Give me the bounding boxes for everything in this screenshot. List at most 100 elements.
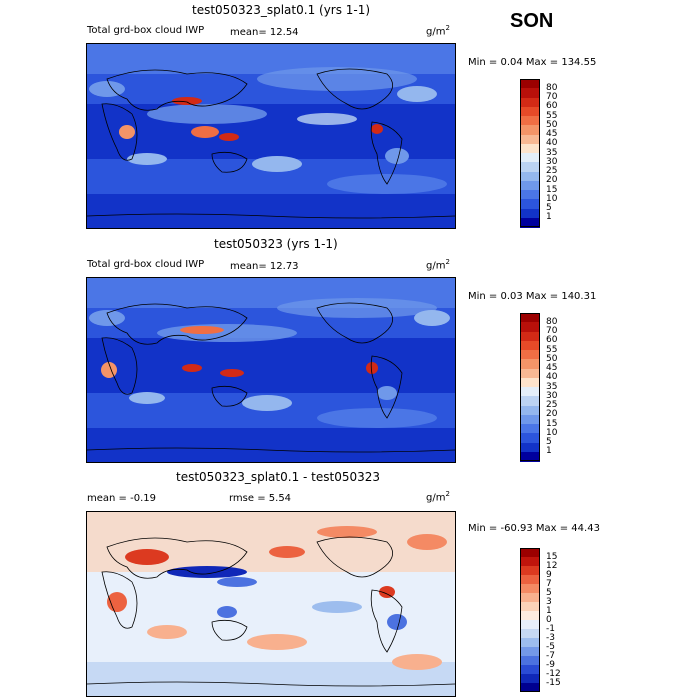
- panel-1-unit: g/m2: [426, 24, 450, 38]
- panel-2-mean: mean= 12.73: [230, 261, 299, 272]
- colorbar-tick-label: 35: [546, 381, 558, 392]
- panel-2-map: [86, 277, 456, 463]
- colorbar-swatch: [520, 611, 540, 620]
- colorbar-swatch: [520, 451, 540, 462]
- panel-3-map-plot: [87, 512, 455, 696]
- colorbar-tick-label: 80: [546, 316, 558, 327]
- colorbar-tick-label: 45: [546, 363, 558, 373]
- colorbar-swatch: [520, 350, 540, 360]
- colorbar-tick-label: 50: [546, 353, 558, 364]
- colorbar-tick-label: 9: [546, 569, 552, 580]
- colorbar-tick-label: 1: [546, 212, 552, 223]
- panel-1-subtitle: Total grd-box cloud IWP: [87, 25, 205, 36]
- colorbar-swatch: [520, 331, 540, 342]
- colorbar-swatch: [520, 674, 540, 683]
- colorbar-tick-label: 25: [546, 166, 558, 176]
- colorbar-tick-label: -12: [546, 668, 561, 679]
- colorbar-tick-label: 15: [546, 184, 558, 195]
- colorbar-swatch: [520, 180, 540, 191]
- colorbar-swatch: [520, 322, 540, 333]
- colorbar-swatch: [520, 171, 540, 182]
- colorbar-tick-label: 55: [546, 110, 558, 121]
- panel-1-mean: mean= 12.54: [230, 27, 299, 38]
- colorbar-tick-label: 1: [546, 446, 552, 457]
- colorbar-swatch: [520, 584, 540, 593]
- panel-1-colorbar: 80 70 60 55 50 45 40 35 30 25 20 15 10 5 1: [520, 79, 600, 228]
- colorbar-swatch: [520, 377, 540, 388]
- colorbar-swatch: [520, 208, 540, 219]
- panel-1-map-plot: [87, 44, 455, 228]
- colorbar-swatch: [520, 387, 540, 397]
- colorbar-swatch: [520, 143, 540, 154]
- colorbar-tick-label: 55: [546, 344, 558, 355]
- colorbar-tick-label: 7: [546, 578, 552, 589]
- colorbar-tick-label: 40: [546, 138, 558, 149]
- colorbar-tick-label: 70: [546, 326, 558, 336]
- colorbar-swatch: [520, 442, 540, 453]
- colorbar-swatch: [520, 153, 540, 163]
- colorbar-tick-label: 25: [546, 400, 558, 410]
- panel-3-mean: mean = -0.19: [87, 493, 156, 504]
- colorbar-swatch: [520, 656, 540, 665]
- colorbar-swatch: [520, 566, 540, 575]
- colorbar-tick-label: 12: [546, 560, 558, 571]
- season-label: SON: [510, 10, 554, 32]
- colorbar-swatch: [520, 217, 540, 228]
- colorbar-tick-label: 15: [546, 418, 558, 429]
- colorbar-swatch: [520, 134, 540, 145]
- panel-3-unit: g/m2: [426, 490, 450, 504]
- colorbar-swatch: [520, 368, 540, 379]
- colorbar-tick-label: 1: [546, 605, 552, 616]
- colorbar-tick-label: -7: [546, 650, 555, 661]
- colorbar-tick-label: 5: [546, 587, 552, 598]
- colorbar-tick-label: 15: [546, 551, 558, 562]
- panel-2-subtitle: Total grd-box cloud IWP: [87, 259, 205, 270]
- colorbar-swatch: [520, 162, 540, 173]
- colorbar-tick-label: 80: [546, 82, 558, 93]
- panel-3-min-max: Min = -60.93 Max = 44.43: [468, 523, 600, 534]
- colorbar-swatch: [520, 88, 540, 99]
- colorbar-tick-label: 20: [546, 409, 558, 420]
- colorbar-swatch: [520, 313, 540, 323]
- colorbar-swatch: [520, 433, 540, 444]
- colorbar-swatch: [520, 602, 540, 611]
- panel-2-unit: g/m2: [426, 258, 450, 272]
- colorbar-tick-label: -15: [546, 677, 561, 688]
- colorbar-swatch: [520, 683, 540, 692]
- colorbar-tick-label: -3: [546, 632, 555, 643]
- panel-1-title: test050323_splat0.1 (yrs 1-1): [192, 3, 371, 17]
- colorbar-tick-label: 5: [546, 203, 552, 213]
- panel-3-title: test050323_splat0.1 - test050323: [176, 470, 381, 484]
- colorbar-swatch: [520, 199, 540, 210]
- colorbar-tick-label: 5: [546, 437, 552, 447]
- panel-1-min-max: Min = 0.04 Max = 134.55: [468, 57, 597, 68]
- colorbar-tick-label: -9: [546, 659, 555, 670]
- colorbar-swatch: [520, 125, 540, 136]
- colorbar-tick-label: 30: [546, 390, 558, 401]
- colorbar-frame: [520, 548, 540, 692]
- colorbar-swatch: [520, 638, 540, 647]
- panel-3-map: [86, 511, 456, 697]
- panel-2-map-plot: [87, 278, 455, 462]
- colorbar-swatch: [520, 359, 540, 370]
- colorbar-frame: [520, 79, 540, 227]
- colorbar-swatch: [520, 575, 540, 584]
- panel-1-map: [86, 43, 456, 229]
- panel-2-colorbar: 80 70 60 55 50 45 40 35 30 25 20 15 10 5 1: [520, 313, 600, 462]
- colorbar-swatch: [520, 79, 540, 89]
- colorbar-swatch: [520, 424, 540, 434]
- panel-3-rmse: rmse = 5.54: [229, 493, 292, 504]
- colorbar-tick-label: 30: [546, 156, 558, 167]
- colorbar-tick-label: 20: [546, 175, 558, 186]
- colorbar-tick-label: -5: [546, 641, 555, 652]
- panel-2-title: test050323 (yrs 1-1): [214, 237, 338, 251]
- colorbar-tick-label: 70: [546, 92, 558, 102]
- colorbar-swatch: [520, 190, 540, 200]
- panel-3-colorbar: 15 12 9 7 5 3 1 0 -1 -3 -5 -7 -9 -12 -15: [520, 548, 600, 692]
- colorbar-swatch: [520, 340, 540, 351]
- colorbar-swatch: [520, 414, 540, 425]
- colorbar-swatch: [520, 665, 540, 674]
- colorbar-swatch: [520, 405, 540, 416]
- colorbar-tick-label: 3: [546, 596, 552, 607]
- colorbar-tick-label: 10: [546, 193, 558, 204]
